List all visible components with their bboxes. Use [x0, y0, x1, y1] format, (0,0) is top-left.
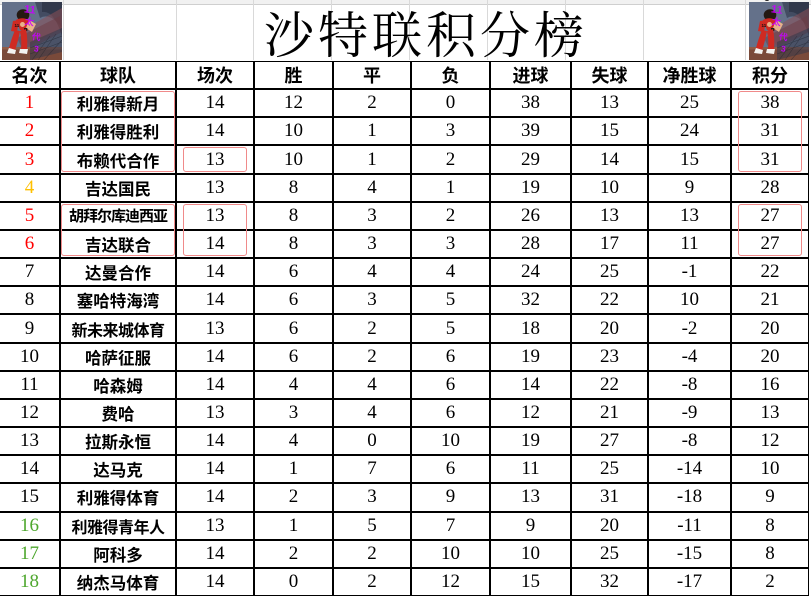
svg-text:11: 11 — [762, 23, 767, 28]
svg-text:代: 代 — [777, 31, 788, 42]
svg-text:11: 11 — [23, 3, 36, 17]
svg-text:代: 代 — [30, 31, 41, 42]
svg-text:11: 11 — [770, 3, 783, 17]
svg-text:11: 11 — [15, 23, 20, 28]
